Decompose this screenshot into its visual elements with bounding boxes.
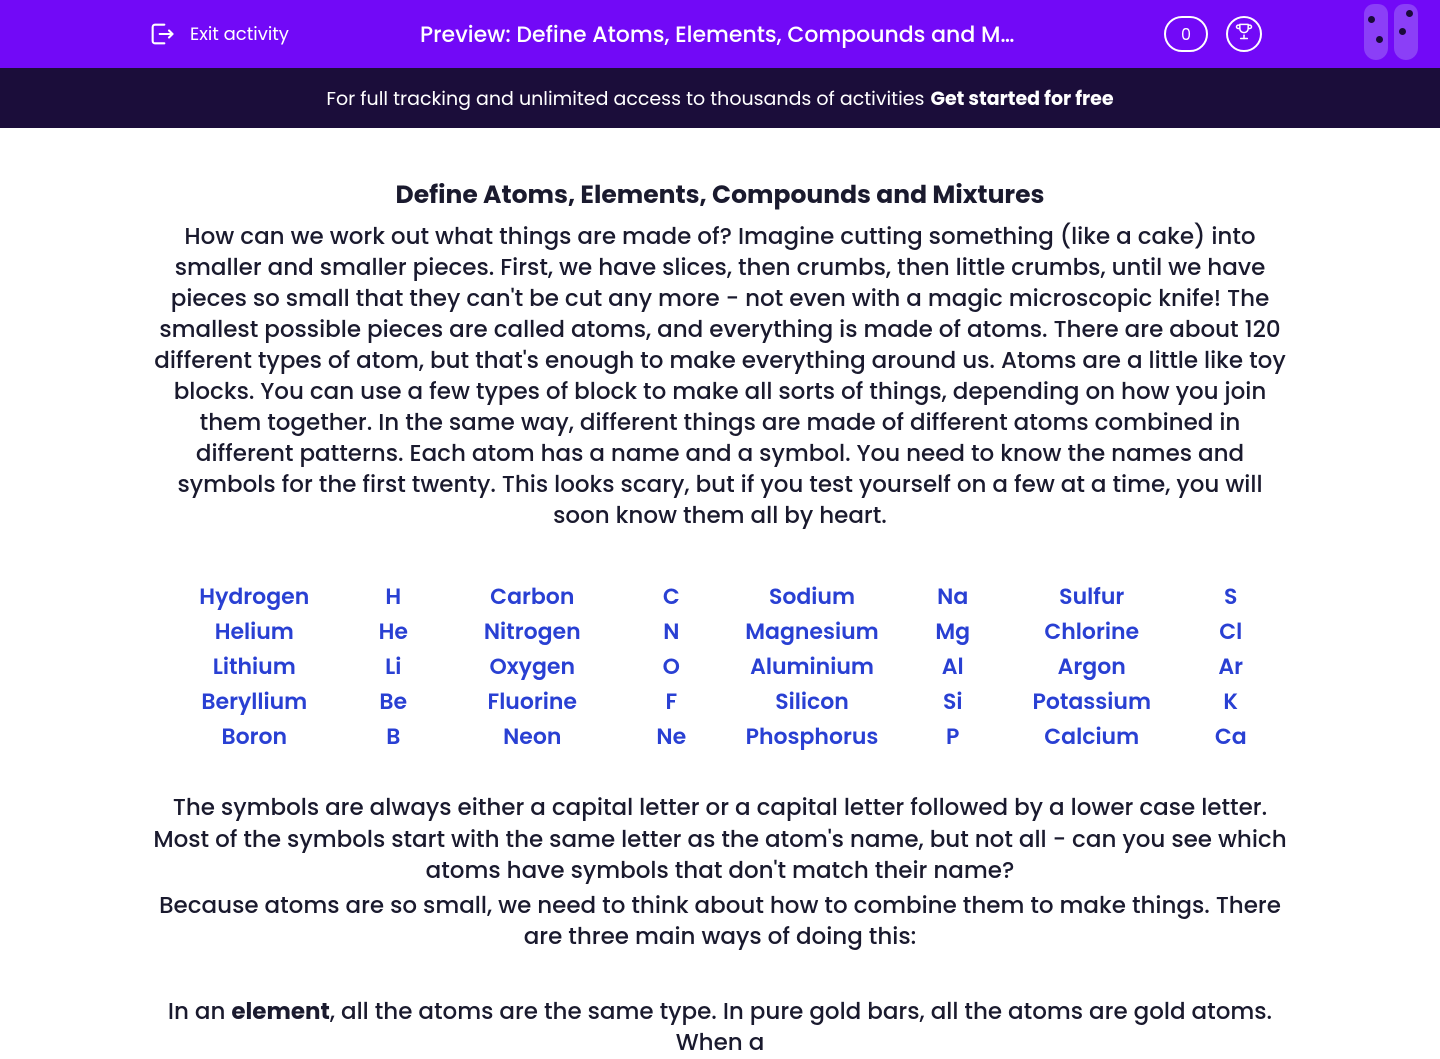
- element-name: Fluorine: [467, 685, 597, 718]
- element-symbol: Ne: [651, 720, 691, 753]
- element-name: Carbon: [467, 580, 597, 613]
- element-symbol: S: [1211, 580, 1251, 613]
- element-name: Helium: [189, 615, 319, 648]
- element-intro-bold: element: [231, 996, 330, 1028]
- element-symbol: Ca: [1211, 720, 1251, 753]
- element-intro-suffix: , all the atoms are the same type. In pu…: [330, 996, 1272, 1059]
- element-name: Nitrogen: [467, 615, 597, 648]
- content-heading: Define Atoms, Elements, Compounds and Mi…: [150, 176, 1290, 214]
- exit-activity-label: Exit activity: [190, 21, 289, 48]
- element-name: Lithium: [189, 650, 319, 683]
- element-name: Neon: [467, 720, 597, 753]
- score-badge[interactable]: 0: [1164, 16, 1208, 52]
- element-name: Potassium: [1027, 685, 1157, 718]
- element-name: Hydrogen: [189, 580, 319, 613]
- elements-table: Hydrogen H Carbon C Sodium Na Sulfur S Helium He N…: [150, 580, 1290, 753]
- element-symbol: He: [373, 615, 413, 648]
- element-symbol: K: [1211, 685, 1251, 718]
- element-symbol: Be: [373, 685, 413, 718]
- element-name: Sulfur: [1027, 580, 1157, 613]
- promo-banner-cta[interactable]: Get started for free: [930, 84, 1113, 113]
- element-symbol: Ar: [1211, 650, 1251, 683]
- element-name: Sodium: [745, 580, 878, 613]
- element-name: Oxygen: [467, 650, 597, 683]
- element-symbol: P: [933, 720, 973, 753]
- trophy-button[interactable]: [1226, 16, 1262, 52]
- score-value: 0: [1181, 22, 1191, 47]
- element-symbol: Cl: [1211, 615, 1251, 648]
- element-name: Beryllium: [189, 685, 319, 718]
- element-symbol: Al: [933, 650, 973, 683]
- element-symbol: B: [373, 720, 413, 753]
- element-symbol: Si: [933, 685, 973, 718]
- element-symbol: Mg: [933, 615, 973, 648]
- element-name: Silicon: [745, 685, 878, 718]
- element-symbol: Li: [373, 650, 413, 683]
- trophy-icon: [1234, 21, 1254, 48]
- mascot-tubes-icon: [1364, 4, 1418, 60]
- symbols-note-paragraph: The symbols are always either a capital …: [150, 793, 1290, 886]
- element-name: Calcium: [1027, 720, 1157, 753]
- element-name: Chlorine: [1027, 615, 1157, 648]
- header-bar: Exit activity Preview: Define Atoms, Ele…: [0, 0, 1440, 68]
- element-symbol: O: [651, 650, 691, 683]
- element-name: Boron: [189, 720, 319, 753]
- element-symbol: F: [651, 685, 691, 718]
- page-title: Preview: Define Atoms, Elements, Compoun…: [420, 18, 1020, 51]
- element-name: Phosphorus: [745, 720, 878, 753]
- element-intro-prefix: In an: [168, 996, 231, 1028]
- promo-banner-text: For full tracking and unlimited access t…: [326, 84, 924, 113]
- intro-paragraph: How can we work out what things are made…: [150, 222, 1290, 532]
- element-symbol: H: [373, 580, 413, 613]
- exit-activity-button[interactable]: Exit activity: [148, 20, 289, 48]
- element-name: Aluminium: [745, 650, 878, 683]
- element-symbol: Na: [933, 580, 973, 613]
- element-name: Argon: [1027, 650, 1157, 683]
- element-definition-paragraph: In an element, all the atoms are the sam…: [150, 997, 1290, 1059]
- element-name: Magnesium: [745, 615, 878, 648]
- content-area: Define Atoms, Elements, Compounds and Mi…: [0, 128, 1440, 1059]
- promo-banner: For full tracking and unlimited access t…: [0, 68, 1440, 128]
- exit-icon: [148, 20, 176, 48]
- element-symbol: N: [651, 615, 691, 648]
- element-symbol: C: [651, 580, 691, 613]
- header-right-group: 0: [1164, 16, 1262, 52]
